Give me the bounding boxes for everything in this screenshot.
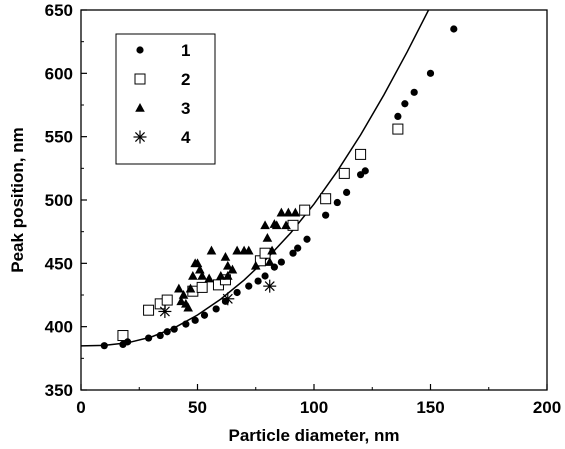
series-2-point — [338, 167, 350, 179]
series-3-point — [260, 220, 270, 230]
series-1-point — [322, 211, 330, 219]
series-3-point — [197, 271, 207, 280]
y-tick-label: 450 — [45, 254, 73, 273]
series-1-point — [343, 188, 351, 196]
x-tick-label: 100 — [300, 398, 328, 417]
series-3-point — [222, 271, 233, 280]
series-3-point — [178, 290, 189, 299]
series-1-point — [410, 88, 418, 96]
legend-label-1: 1 — [181, 41, 190, 60]
series-1-point — [191, 316, 199, 324]
series-3-point — [227, 264, 238, 274]
x-axis-title: Particle diameter, nm — [228, 426, 399, 445]
legend: 1 2 3 4 — [115, 33, 216, 165]
series-3-point — [183, 302, 193, 312]
series-2-point — [161, 294, 173, 306]
series-3-point — [232, 245, 242, 255]
series-1-point — [450, 25, 458, 33]
series-1-point — [333, 198, 341, 207]
series-3-point — [290, 207, 301, 217]
legend-marker-1 — [136, 46, 144, 54]
series-1-point — [200, 311, 209, 319]
series-2-point — [196, 281, 208, 293]
series-1-point — [254, 277, 262, 285]
y-axis-title: Peak position, nm — [8, 127, 27, 272]
series-1-point — [261, 272, 269, 280]
series-1-point — [361, 167, 369, 175]
series-3-point — [206, 245, 217, 255]
series-3-point — [220, 252, 231, 261]
series-3-point — [176, 296, 186, 306]
series-3-point — [276, 207, 287, 217]
legend-box — [115, 33, 216, 165]
series-3-point — [204, 273, 214, 283]
series-1-point — [270, 263, 278, 271]
legend-label-2: 2 — [181, 70, 190, 89]
y-tick-label: 350 — [45, 381, 73, 400]
series-1-point — [182, 320, 190, 328]
series-3-point — [267, 245, 277, 255]
series-1-point — [170, 325, 178, 333]
legend-marker-2 — [134, 73, 146, 85]
series-1-point — [289, 249, 297, 257]
x-tick-label: 50 — [188, 398, 207, 417]
series-2-point — [320, 193, 332, 205]
series-2-point — [143, 304, 155, 316]
series-3-point — [188, 271, 198, 280]
series-2-point — [355, 148, 367, 160]
series-2-point — [299, 204, 311, 216]
y-tick-label: 500 — [45, 191, 73, 210]
series-1-point — [124, 338, 132, 346]
series-1-point — [163, 328, 171, 336]
y-tick-label: 600 — [45, 64, 73, 83]
series-1-point — [156, 331, 164, 340]
series-1-point — [233, 288, 241, 297]
x-tick-label: 150 — [416, 398, 444, 417]
x-tick-label: 200 — [533, 398, 561, 417]
series-3-point — [243, 245, 254, 255]
series-1-point — [100, 342, 108, 350]
series-3-point — [264, 257, 275, 266]
series-3-point — [281, 220, 291, 230]
series-2-point — [392, 123, 404, 135]
series-3-point — [271, 220, 282, 230]
series-3-point — [222, 260, 233, 270]
series-1-point — [144, 334, 153, 342]
series-1-point — [401, 100, 409, 108]
series-2-point — [117, 330, 129, 342]
series-3-point — [216, 271, 226, 280]
series-1-point — [277, 258, 285, 266]
series-3-point — [250, 260, 261, 270]
series-1-point — [294, 244, 302, 252]
x-tick-label: 0 — [76, 398, 85, 417]
series-4-point — [221, 292, 235, 306]
series-1-point — [212, 305, 220, 313]
y-tick-label: 550 — [45, 128, 73, 147]
y-tick-label: 400 — [45, 318, 73, 337]
y-tick-label: 650 — [45, 1, 73, 20]
series-1-point — [303, 235, 311, 243]
series-3-point — [262, 233, 273, 242]
series-3-point — [174, 283, 184, 293]
series-4-point — [263, 279, 277, 293]
legend-marker-4 — [133, 130, 147, 144]
series-3-point — [185, 283, 196, 293]
legend-label-4: 4 — [181, 128, 191, 147]
series-3-point — [283, 207, 294, 217]
series-1-point — [245, 282, 253, 290]
series-1-point — [426, 69, 435, 77]
legend-marker-3 — [135, 103, 145, 112]
series-4-point — [158, 304, 172, 318]
legend-label-3: 3 — [181, 99, 190, 118]
series-1-point — [394, 112, 402, 120]
